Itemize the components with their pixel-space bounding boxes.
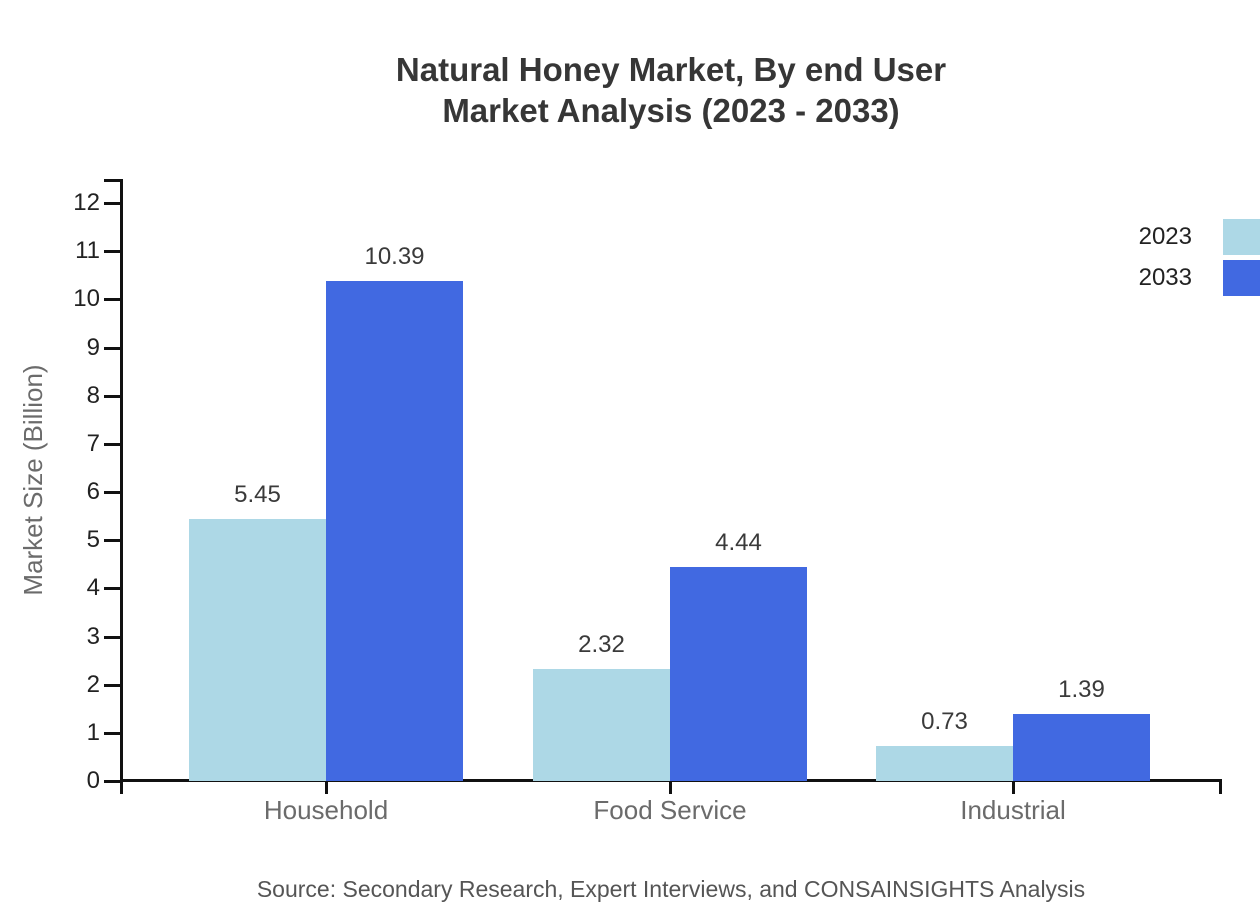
y-tick-mark-9: [104, 347, 123, 350]
y-tick-mark-6: [104, 491, 123, 494]
y-tick-label-2: 2: [86, 671, 100, 698]
y-tick-mark-5: [104, 539, 123, 542]
y-tick-label-4: 4: [86, 574, 100, 601]
bar-2023-household: [189, 519, 326, 781]
x-tick-mark-household: [325, 781, 328, 794]
y-tick-label-5: 5: [86, 526, 100, 553]
y-tick-mark-4: [104, 587, 123, 590]
y-tick-label-6: 6: [86, 478, 100, 505]
value-label-2033-household: 10.39: [364, 243, 425, 270]
value-label-2033-industrial: 1.39: [1058, 676, 1105, 703]
y-tick-mark-8: [104, 395, 123, 398]
x-axis-label-food-service: Food Service: [593, 795, 747, 825]
value-label-2023-industrial: 0.73: [921, 708, 968, 735]
legend-swatch-2033: [1223, 260, 1260, 296]
bar-2033-household: [326, 281, 463, 781]
x-axis-label-industrial: Industrial: [960, 795, 1066, 825]
x-tick-mark-food-service: [669, 781, 672, 794]
legend-label-2023: 2023: [1138, 223, 1192, 250]
x-tick-mark-industrial: [1012, 781, 1015, 794]
source-text: Source: Secondary Research, Expert Inter…: [256, 876, 1086, 902]
x-axis-end-cap: [1219, 779, 1222, 794]
y-tick-label-9: 9: [86, 334, 100, 361]
y-axis-line: [120, 179, 123, 794]
y-tick-mark-7: [104, 443, 123, 446]
y-tick-label-8: 8: [86, 382, 100, 409]
y-tick-mark-3: [104, 636, 123, 639]
y-tick-mark-2: [104, 684, 123, 687]
y-tick-label-11: 11: [75, 237, 100, 264]
y-tick-mark-1: [104, 732, 123, 735]
y-tick-mark-12: [104, 202, 123, 205]
value-label-2033-food-service: 4.44: [715, 529, 762, 556]
y-tick-label-10: 10: [73, 285, 100, 312]
x-axis-label-household: Household: [263, 795, 389, 825]
bar-2023-food-service: [533, 669, 670, 781]
bar-2023-industrial: [876, 746, 1013, 781]
y-tick-label-3: 3: [86, 623, 100, 650]
legend-label-2033: 2033: [1138, 264, 1192, 291]
bar-2033-industrial: [1013, 714, 1150, 781]
y-tick-label-0: 0: [86, 767, 100, 794]
chart-title-line2: Market Analysis (2023 - 2033): [442, 92, 900, 129]
value-label-2023-household: 5.45: [234, 481, 281, 508]
bar-2033-food-service: [670, 567, 807, 781]
y-axis-top-cap: [104, 179, 123, 182]
y-tick-mark-11: [104, 250, 123, 253]
y-tick-mark-10: [104, 298, 123, 301]
y-tick-label-1: 1: [86, 719, 100, 746]
chart-title-line1: Natural Honey Market, By end User: [395, 51, 947, 88]
chart-title: Natural Honey Market, By end User Market…: [120, 49, 1222, 131]
legend-swatch-2023: [1223, 219, 1260, 255]
y-tick-label-12: 12: [73, 189, 100, 216]
y-tick-mark-0: [104, 780, 123, 783]
value-label-2023-food-service: 2.32: [578, 631, 625, 658]
y-tick-label-7: 7: [86, 430, 100, 457]
